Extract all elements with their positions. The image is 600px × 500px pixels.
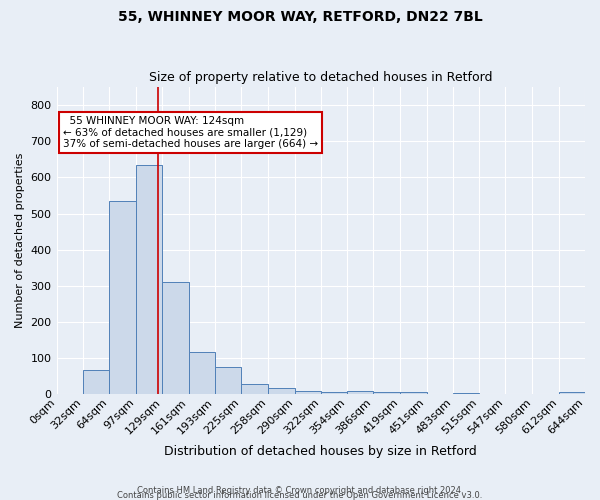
Bar [241,384,268,394]
Bar [295,390,321,394]
Bar [321,392,347,394]
Title: Size of property relative to detached houses in Retford: Size of property relative to detached ho… [149,72,493,85]
Text: 55 WHINNEY MOOR WAY: 124sqm
← 63% of detached houses are smaller (1,129)
37% of : 55 WHINNEY MOOR WAY: 124sqm ← 63% of det… [63,116,318,149]
Bar [268,388,295,394]
X-axis label: Distribution of detached houses by size in Retford: Distribution of detached houses by size … [164,444,477,458]
Bar [453,392,479,394]
Bar [559,392,585,394]
Bar [347,391,373,394]
Y-axis label: Number of detached properties: Number of detached properties [15,153,25,328]
Bar [163,282,188,395]
Bar [136,165,163,394]
Text: 55, WHINNEY MOOR WAY, RETFORD, DN22 7BL: 55, WHINNEY MOOR WAY, RETFORD, DN22 7BL [118,10,482,24]
Text: Contains public sector information licensed under the Open Government Licence v3: Contains public sector information licen… [118,490,482,500]
Bar [373,392,400,394]
Bar [109,201,136,394]
Bar [188,352,215,395]
Bar [400,392,427,394]
Text: Contains HM Land Registry data © Crown copyright and database right 2024.: Contains HM Land Registry data © Crown c… [137,486,463,495]
Bar [215,366,241,394]
Bar [83,370,109,394]
